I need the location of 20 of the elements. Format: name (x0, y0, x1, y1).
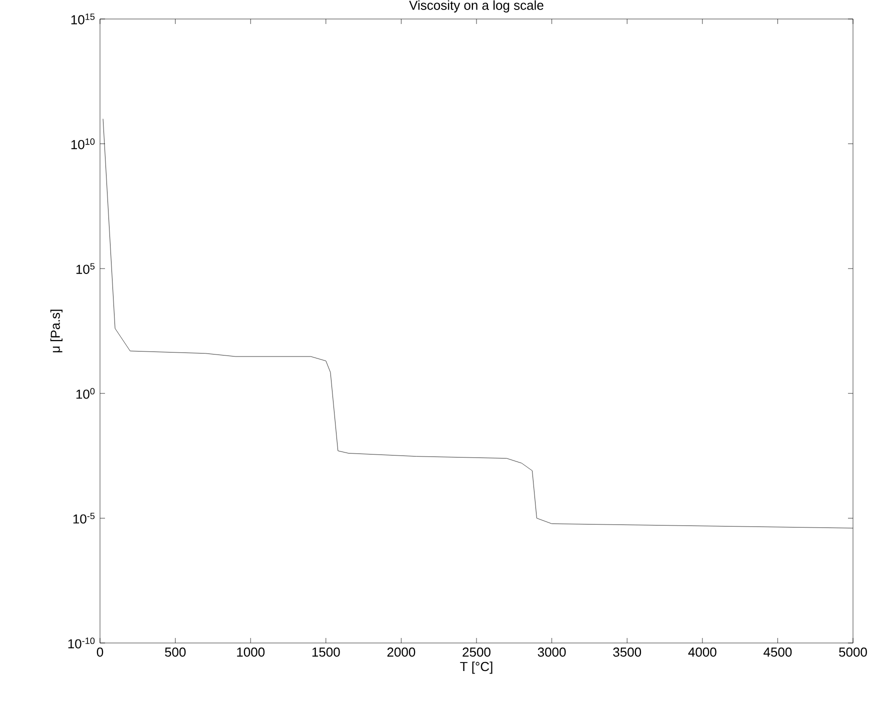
x-tick-label: 2500 (462, 648, 490, 657)
y-tick-label: 10$^{5}$ (76, 263, 95, 274)
y-axis-title: μ [Pa.s] (50, 310, 62, 352)
y-tick-label: 10$^{15}$ (71, 14, 95, 24)
y-tick-label: 10$^{10}$ (71, 138, 95, 150)
x-tick-label: 3500 (613, 648, 642, 657)
x-tick-label: 2000 (387, 648, 416, 657)
x-tick-label: 500 (164, 648, 186, 657)
x-tick-label: 5000 (839, 648, 867, 657)
x-tick-label: 4000 (688, 648, 716, 657)
x-tick-label: 0 (96, 648, 104, 657)
x-tick-label: 1000 (237, 648, 265, 657)
x-axis-title: T [°C] (460, 662, 492, 674)
x-tick-label: 3000 (538, 648, 566, 657)
y-tick-label: 10$^{-10}$ (68, 638, 95, 648)
x-tick-label: 4500 (764, 648, 792, 657)
chart-title: Viscosity on a log scale (409, 0, 544, 12)
y-tick-label: 10$^{-5}$ (73, 512, 95, 524)
x-tick-label: 1500 (312, 648, 340, 657)
y-tick-label: 10$^{0}$ (76, 388, 95, 399)
